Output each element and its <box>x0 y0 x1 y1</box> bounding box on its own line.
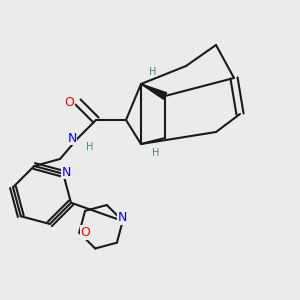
Text: N: N <box>67 131 77 145</box>
Text: H: H <box>152 148 160 158</box>
Text: N: N <box>118 212 128 224</box>
Text: H: H <box>149 67 157 77</box>
Text: N: N <box>61 166 71 179</box>
Polygon shape <box>141 84 167 99</box>
Text: O: O <box>64 95 74 109</box>
Text: O: O <box>80 226 90 239</box>
Text: H: H <box>86 142 94 152</box>
